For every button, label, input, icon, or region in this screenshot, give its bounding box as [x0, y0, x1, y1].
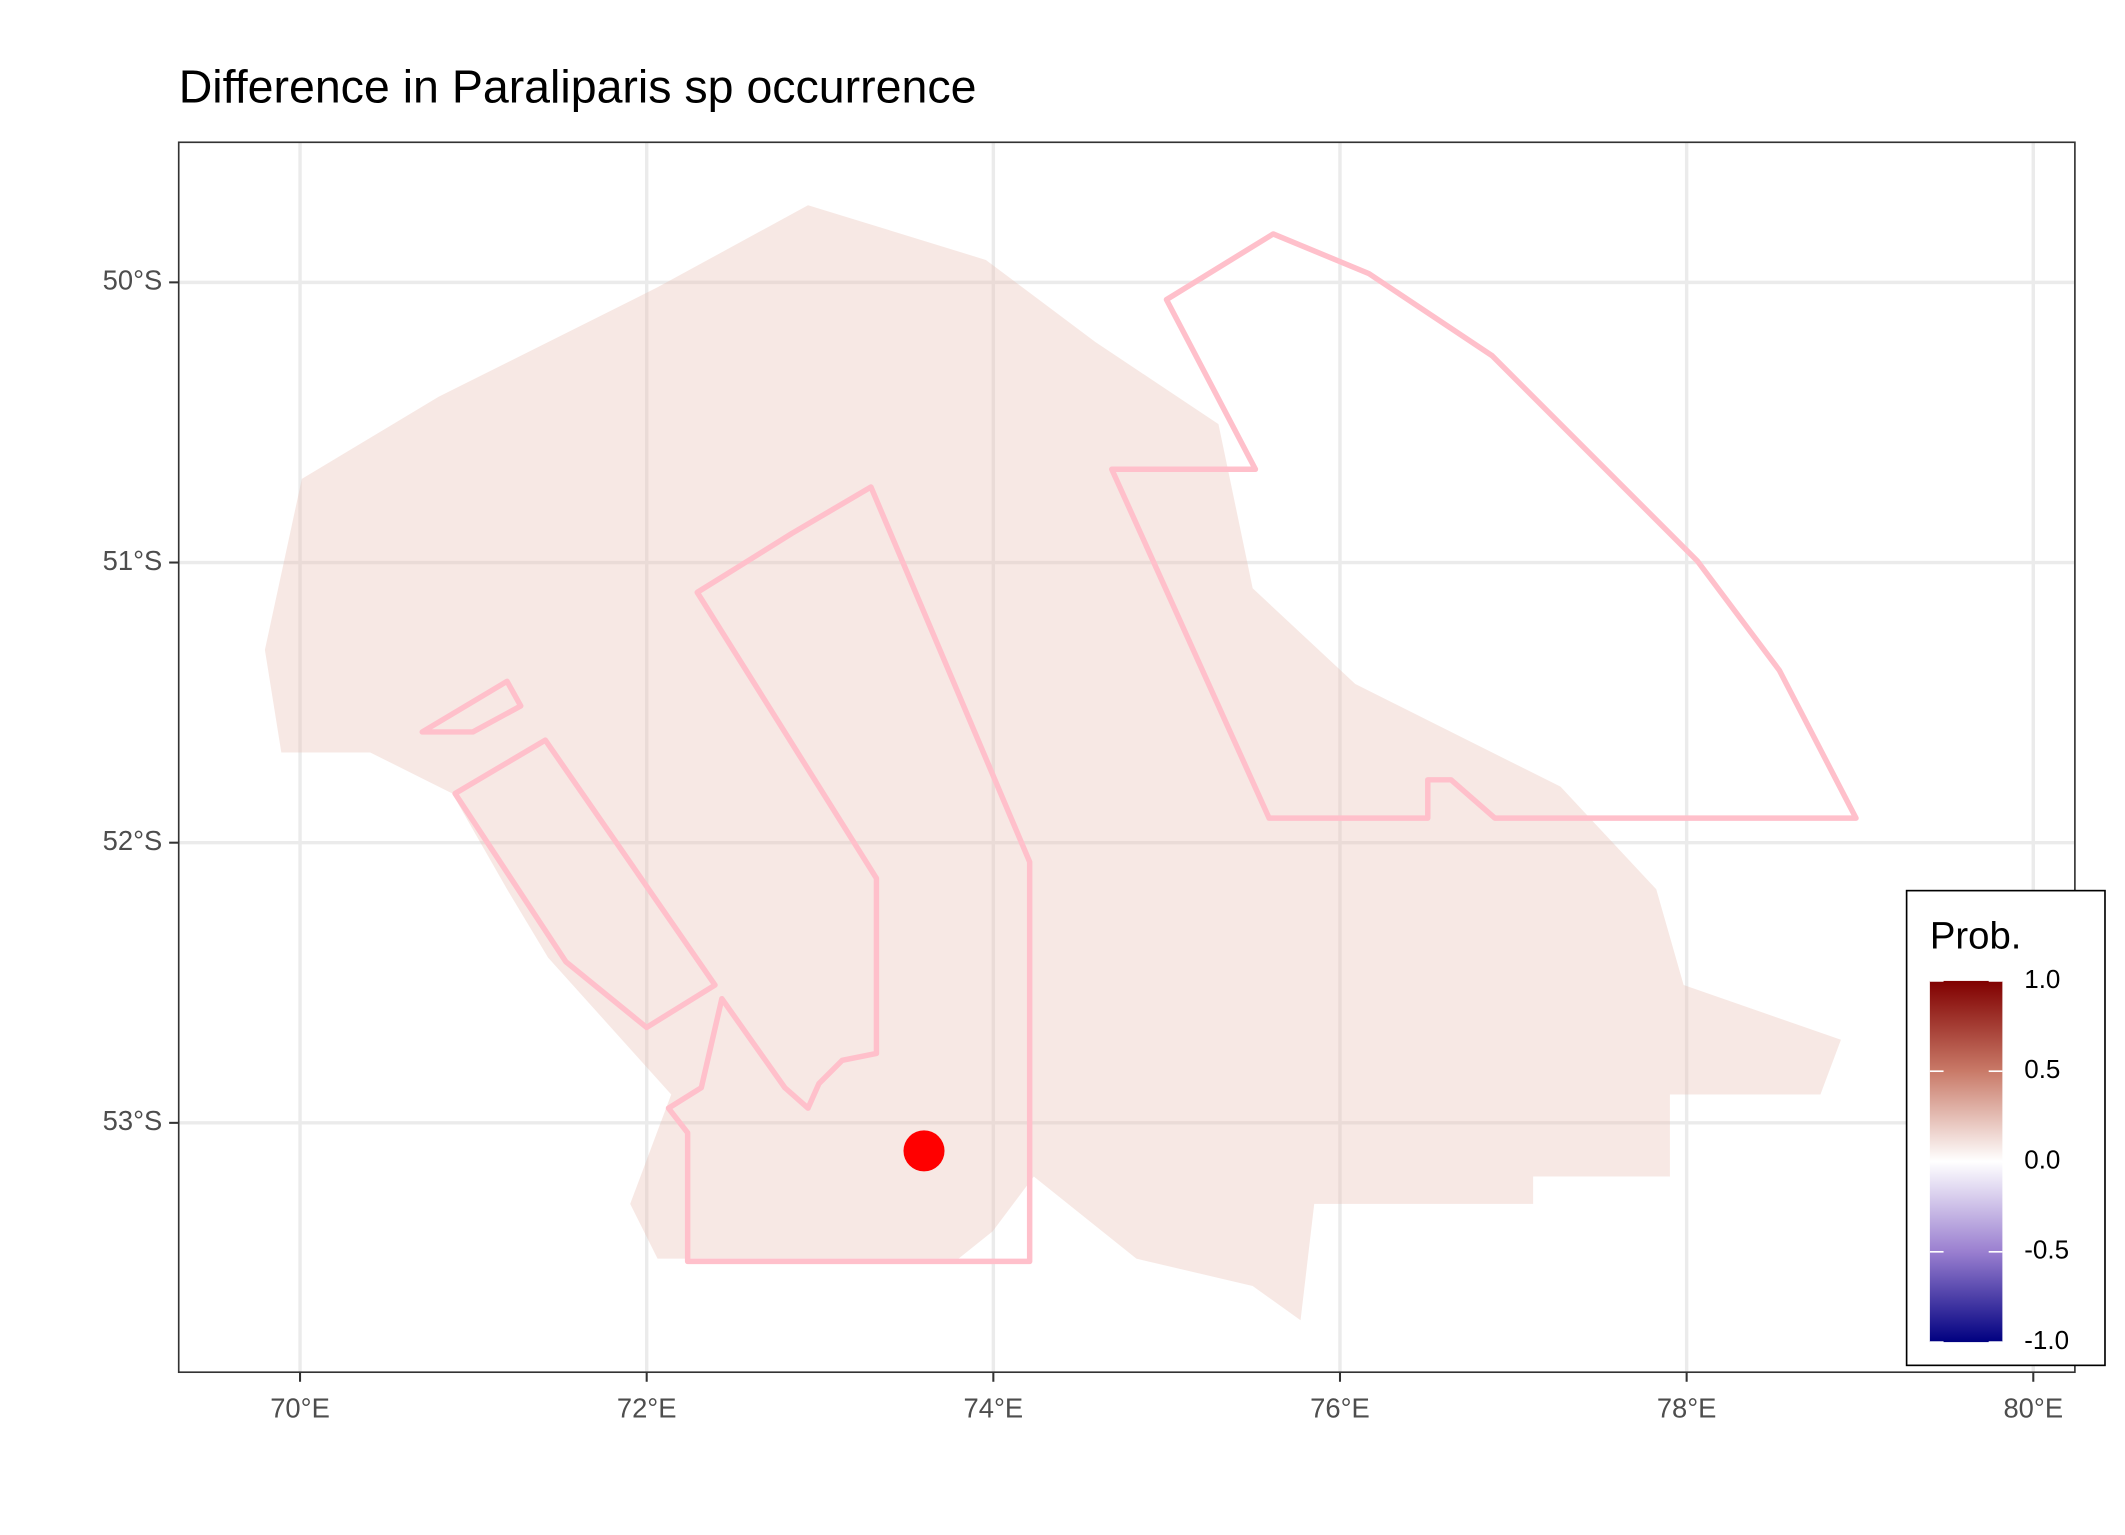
x-tick-label: 78°E — [1657, 1393, 1717, 1424]
location-point — [903, 1130, 945, 1172]
colorbar-tick-label: 0.0 — [2024, 1144, 2060, 1174]
x-tick-label: 76°E — [1310, 1393, 1370, 1424]
x-tick-label: 72°E — [617, 1393, 677, 1424]
x-tick-label: 80°E — [2003, 1393, 2063, 1424]
chart-title: Difference in Paraliparis sp occurrence — [179, 61, 977, 113]
legend-title: Prob. — [1930, 915, 2022, 958]
y-tick-label: 53°S — [103, 1105, 163, 1136]
x-tick-label: 74°E — [964, 1393, 1024, 1424]
legend: Prob. — [1905, 889, 2106, 1367]
y-tick-label: 52°S — [103, 825, 163, 856]
mpa-outline — [665, 484, 1033, 1265]
mpa-outline — [452, 737, 718, 1031]
mpa-outlines — [419, 231, 1859, 1265]
raster-area — [264, 205, 1841, 1321]
grid — [178, 142, 2075, 1373]
mpa-outline — [419, 678, 524, 735]
y-tick-label: 51°S — [103, 545, 163, 576]
y-tick-label: 50°S — [103, 265, 163, 296]
mpa-outline — [1109, 231, 1859, 821]
panel-border — [177, 141, 2076, 1374]
colorbar-tick-label: -0.5 — [2024, 1235, 2069, 1265]
colorbar-tick-label: -1.0 — [2024, 1325, 2069, 1355]
x-tick-label: 70°E — [270, 1393, 330, 1424]
colorbar-tick-label: 1.0 — [2024, 964, 2060, 994]
colorbar-tick-label: 0.5 — [2024, 1054, 2060, 1084]
